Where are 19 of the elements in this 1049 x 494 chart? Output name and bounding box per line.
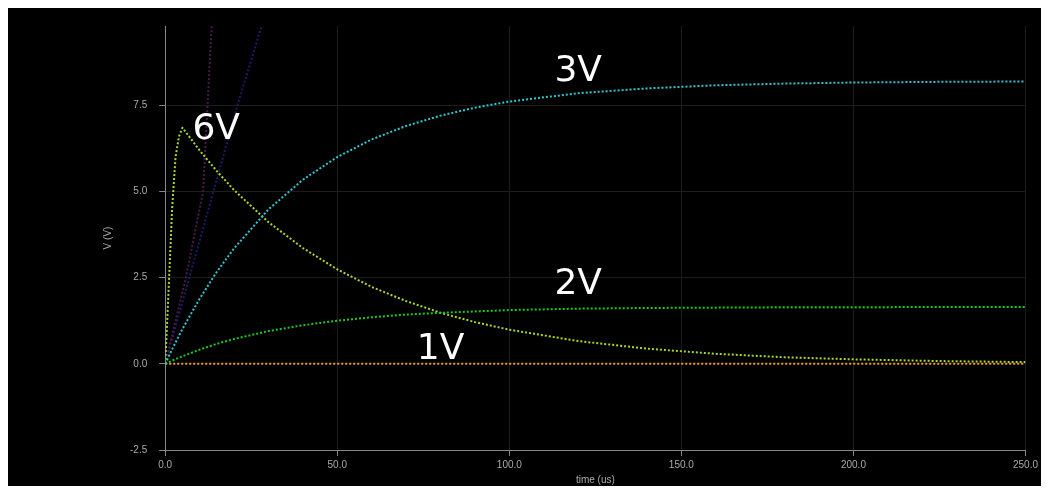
- x-tick-label: 100.0: [496, 458, 523, 470]
- x-tick-label: 200.0: [840, 458, 867, 470]
- y-tick-label: 7.5: [133, 99, 148, 111]
- series-label: 6V: [192, 106, 241, 148]
- line-series: [165, 80, 1026, 365]
- x-tick-label: 250.0: [1012, 458, 1039, 470]
- y-axis-title: V (V): [101, 226, 113, 250]
- series-label: 3V: [554, 47, 603, 89]
- y-tick-label: 5.0: [133, 185, 148, 197]
- line-series: [165, 305, 1026, 365]
- y-tick-label: -2.5: [130, 443, 148, 455]
- series-label: 2V: [554, 261, 603, 303]
- x-axis-title: time (us): [575, 473, 615, 485]
- y-tick-label: 0.0: [133, 357, 148, 369]
- series-label: 1V: [416, 326, 465, 368]
- x-tick-label: 0.0: [158, 458, 173, 470]
- x-tick-label: 150.0: [668, 458, 695, 470]
- x-tick-label: 50.0: [327, 458, 348, 470]
- y-tick-label: 2.5: [133, 271, 148, 283]
